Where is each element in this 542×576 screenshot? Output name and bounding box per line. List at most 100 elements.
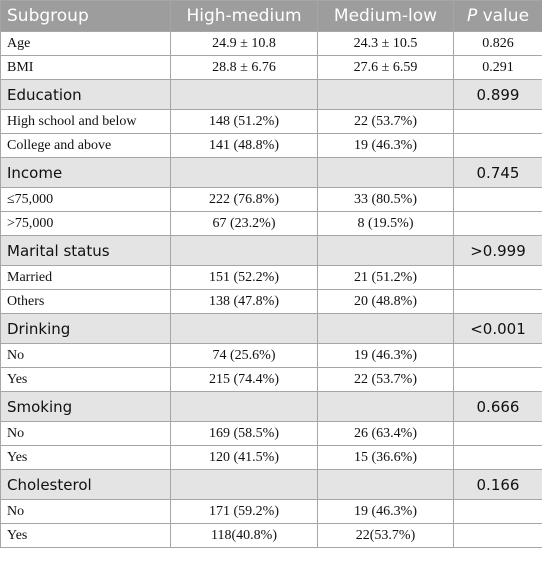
cell xyxy=(453,343,542,368)
cell xyxy=(170,79,318,110)
cell: >75,000 xyxy=(0,211,171,236)
data-row: High school and below 148 (51.2%) 22 (53.7… xyxy=(0,109,542,134)
data-row: Yes 215 (74.4%) 22 (53.7%) xyxy=(0,367,542,392)
cell xyxy=(453,187,542,212)
cell xyxy=(317,469,454,500)
cell: High school and below xyxy=(0,109,171,134)
cell xyxy=(453,499,542,524)
data-row: Yes 118(40.8%) 22(53.7%) xyxy=(0,523,542,548)
cell: <0.001 xyxy=(453,313,542,344)
cell: 26 (63.4%) xyxy=(317,421,454,446)
data-table: Subgroup High-medium Medium-low P value … xyxy=(0,0,542,548)
header-cell: Subgroup xyxy=(0,0,171,32)
cell: Income xyxy=(0,157,171,188)
cell: Yes xyxy=(0,523,171,548)
cell: 0.166 xyxy=(453,469,542,500)
cell xyxy=(453,109,542,134)
data-row: Married 151 (52.2%) 21 (51.2%) xyxy=(0,265,542,290)
cell xyxy=(170,157,318,188)
cell xyxy=(453,445,542,470)
cell: 148 (51.2%) xyxy=(170,109,318,134)
data-row: ≤75,000 222 (76.8%) 33 (80.5%) xyxy=(0,187,542,212)
cell: 19 (46.3%) xyxy=(317,499,454,524)
cell: 8 (19.5%) xyxy=(317,211,454,236)
data-row: Yes 120 (41.5%) 15 (36.6%) xyxy=(0,445,542,470)
cell: College and above xyxy=(0,133,171,158)
p-text: value xyxy=(482,6,530,26)
cell: 0.666 xyxy=(453,391,542,422)
cell: 27.6 ± 6.59 xyxy=(317,55,454,80)
cell xyxy=(453,133,542,158)
cell: 20 (48.8%) xyxy=(317,289,454,314)
cell xyxy=(453,265,542,290)
table-body: Age 24.9 ± 10.8 24.3 ± 10.5 0.826 BMI 28.8 ± … xyxy=(0,31,542,548)
cell: 120 (41.5%) xyxy=(170,445,318,470)
cell xyxy=(170,469,318,500)
cell: 0.291 xyxy=(453,55,542,80)
cell xyxy=(453,289,542,314)
cell: 24.3 ± 10.5 xyxy=(317,31,454,56)
header-row: Subgroup High-medium Medium-low P value xyxy=(0,0,542,32)
cell: Others xyxy=(0,289,171,314)
cell: 215 (74.4%) xyxy=(170,367,318,392)
cell: Education xyxy=(0,79,171,110)
cell: 151 (52.2%) xyxy=(170,265,318,290)
header-cell: Medium-low xyxy=(317,0,454,32)
cell: 222 (76.8%) xyxy=(170,187,318,212)
section-row: Cholesterol 0.166 xyxy=(0,469,542,500)
cell: 0.826 xyxy=(453,31,542,56)
cell: 118(40.8%) xyxy=(170,523,318,548)
cell: 74 (25.6%) xyxy=(170,343,318,368)
data-row: College and above 141 (48.8%) 19 (46.3%) xyxy=(0,133,542,158)
section-row: Education 0.899 xyxy=(0,79,542,110)
cell: 169 (58.5%) xyxy=(170,421,318,446)
cell xyxy=(453,211,542,236)
header-cell: P value xyxy=(453,0,542,32)
cell xyxy=(453,421,542,446)
cell: Yes xyxy=(0,445,171,470)
cell: No xyxy=(0,499,171,524)
cell: 67 (23.2%) xyxy=(170,211,318,236)
cell: 138 (47.8%) xyxy=(170,289,318,314)
cell xyxy=(453,523,542,548)
data-row: Age 24.9 ± 10.8 24.3 ± 10.5 0.826 xyxy=(0,31,542,56)
data-row: No 74 (25.6%) 19 (46.3%) xyxy=(0,343,542,368)
cell: 0.899 xyxy=(453,79,542,110)
p-symbol: P xyxy=(466,6,478,26)
cell: 15 (36.6%) xyxy=(317,445,454,470)
data-row: BMI 28.8 ± 6.76 27.6 ± 6.59 0.291 xyxy=(0,55,542,80)
cell xyxy=(317,79,454,110)
cell: 28.8 ± 6.76 xyxy=(170,55,318,80)
cell xyxy=(317,313,454,344)
cell: Smoking xyxy=(0,391,171,422)
cell: Married xyxy=(0,265,171,290)
cell: Age xyxy=(0,31,171,56)
cell: No xyxy=(0,343,171,368)
cell: No xyxy=(0,421,171,446)
data-row: Others 138 (47.8%) 20 (48.8%) xyxy=(0,289,542,314)
cell xyxy=(317,391,454,422)
data-row: No 171 (59.2%) 19 (46.3%) xyxy=(0,499,542,524)
cell xyxy=(170,313,318,344)
cell: Yes xyxy=(0,367,171,392)
cell: 141 (48.8%) xyxy=(170,133,318,158)
cell xyxy=(170,235,318,266)
cell: 171 (59.2%) xyxy=(170,499,318,524)
cell: 22(53.7%) xyxy=(317,523,454,548)
cell: 33 (80.5%) xyxy=(317,187,454,212)
cell: 0.745 xyxy=(453,157,542,188)
cell xyxy=(170,391,318,422)
cell: Drinking xyxy=(0,313,171,344)
cell: 19 (46.3%) xyxy=(317,343,454,368)
cell: 19 (46.3%) xyxy=(317,133,454,158)
section-row: Drinking <0.001 xyxy=(0,313,542,344)
section-row: Marital status >0.999 xyxy=(0,235,542,266)
cell: 24.9 ± 10.8 xyxy=(170,31,318,56)
cell xyxy=(317,157,454,188)
cell: 22 (53.7%) xyxy=(317,109,454,134)
cell: Cholesterol xyxy=(0,469,171,500)
cell: 22 (53.7%) xyxy=(317,367,454,392)
cell: 21 (51.2%) xyxy=(317,265,454,290)
section-row: Smoking 0.666 xyxy=(0,391,542,422)
